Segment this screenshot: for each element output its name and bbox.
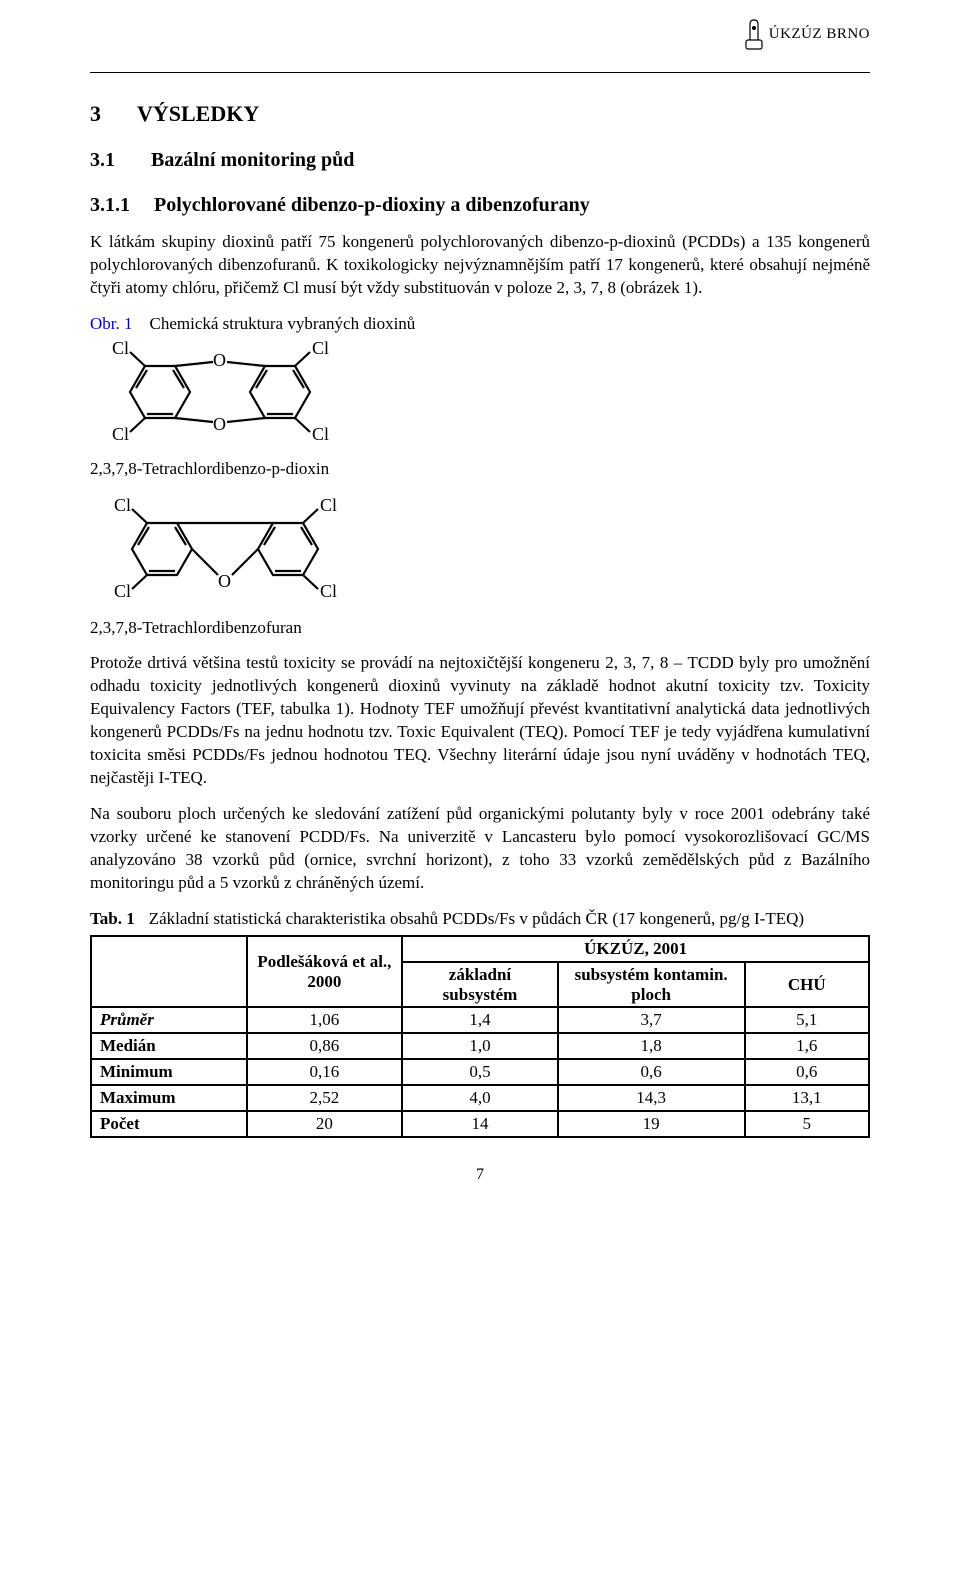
table-number: Tab. 1: [90, 909, 149, 929]
cell-value: 0,16: [247, 1059, 403, 1085]
row-label: Minimum: [91, 1059, 247, 1085]
table-row: Průměr1,061,43,75,1: [91, 1007, 869, 1033]
figure-number: Obr. 1: [90, 314, 133, 333]
col-group-ukzuz: ÚKZÚZ, 2001: [402, 936, 869, 962]
cell-value: 5: [745, 1111, 870, 1137]
table-row: Počet2014195: [91, 1111, 869, 1137]
cell-value: 5,1: [745, 1007, 870, 1033]
cell-value: 0,6: [745, 1059, 870, 1085]
svg-text:O: O: [213, 414, 226, 434]
svg-text:O: O: [213, 350, 226, 370]
subsubsection-title: Polychlorované dibenzo-p-dioxiny a diben…: [154, 194, 590, 217]
svg-text:Cl: Cl: [114, 581, 131, 601]
svg-text:Cl: Cl: [114, 495, 131, 515]
col-contam-subsystem: subsystém kontamin. ploch: [567, 965, 736, 1004]
svg-text:O: O: [218, 571, 231, 591]
col-chu: CHÚ: [754, 975, 861, 995]
section-3-1-1-heading: 3.1.1 Polychlorované dibenzo-p-dioxiny a…: [90, 194, 870, 217]
paragraph-intro: K látkám skupiny dioxinů patří 75 kongen…: [90, 231, 870, 300]
cell-value: 1,06: [247, 1007, 403, 1033]
cell-value: 20: [247, 1111, 403, 1137]
cell-value: 1,4: [402, 1007, 558, 1033]
table-row: Medián0,861,01,81,6: [91, 1033, 869, 1059]
cell-value: 13,1: [745, 1085, 870, 1111]
row-label: Průměr: [91, 1007, 247, 1033]
subsection-number: 3.1: [90, 149, 115, 172]
figure-1-caption: Obr. 1 Chemická struktura vybraných diox…: [90, 314, 870, 334]
section-title: VÝSLEDKY: [137, 101, 259, 127]
row-label: Maximum: [91, 1085, 247, 1111]
row-label: Medián: [91, 1033, 247, 1059]
cell-value: 19: [558, 1111, 745, 1137]
subsection-title: Bazální monitoring půd: [151, 149, 354, 172]
section-3-1-heading: 3.1 Bazální monitoring půd: [90, 149, 870, 172]
table-1-caption: Tab. 1 Základní statistická charakterist…: [90, 909, 870, 929]
svg-text:Cl: Cl: [320, 581, 337, 601]
col-podlesakova: Podlešáková et al., 2000: [256, 952, 394, 991]
cell-value: 0,5: [402, 1059, 558, 1085]
row-label: Počet: [91, 1111, 247, 1137]
header-org-label: ÚKZÚZ BRNO: [769, 26, 870, 43]
cell-value: 1,0: [402, 1033, 558, 1059]
svg-text:Cl: Cl: [112, 338, 129, 358]
structure-1-label: 2,3,7,8-Tetrachlordibenzo-p-dioxin: [90, 459, 870, 479]
chem-structure-dioxin: Cl Cl Cl Cl O O: [90, 338, 870, 451]
chem-structure-furan: Cl Cl Cl Cl O: [90, 493, 870, 610]
table-row: Minimum0,160,50,60,6: [91, 1059, 869, 1085]
cell-value: 14,3: [558, 1085, 745, 1111]
cell-value: 14: [402, 1111, 558, 1137]
svg-text:Cl: Cl: [112, 424, 129, 444]
paragraph-tef: Protože drtivá většina testů toxicity se…: [90, 652, 870, 790]
table-1: Podlešáková et al., 2000 ÚKZÚZ, 2001 zák…: [90, 935, 870, 1138]
cell-value: 1,8: [558, 1033, 745, 1059]
cell-value: 4,0: [402, 1085, 558, 1111]
section-3-heading: 3 VÝSLEDKY: [90, 101, 870, 127]
structure-2-label: 2,3,7,8-Tetrachlordibenzofuran: [90, 618, 870, 638]
svg-text:Cl: Cl: [320, 495, 337, 515]
paragraph-sampling: Na souboru ploch určených ke sledování z…: [90, 803, 870, 895]
cell-value: 0,6: [558, 1059, 745, 1085]
table-row: Maximum2,524,014,313,1: [91, 1085, 869, 1111]
cell-value: 3,7: [558, 1007, 745, 1033]
figure-title: Chemická struktura vybraných dioxinů: [150, 314, 416, 333]
svg-text:Cl: Cl: [312, 338, 329, 358]
header-org: ÚKZÚZ BRNO: [745, 18, 870, 50]
cell-value: 0,86: [247, 1033, 403, 1059]
svg-text:Cl: Cl: [312, 424, 329, 444]
page-number: 7: [90, 1166, 870, 1184]
org-logo-icon: [745, 18, 763, 50]
cell-value: 1,6: [745, 1033, 870, 1059]
section-number: 3: [90, 101, 101, 127]
subsubsection-number: 3.1.1: [90, 194, 130, 217]
col-basic-subsystem: základní subsystém: [411, 965, 549, 1004]
cell-value: 2,52: [247, 1085, 403, 1111]
header-rule: [90, 72, 870, 73]
table-title: Základní statistická charakteristika obs…: [149, 909, 870, 929]
